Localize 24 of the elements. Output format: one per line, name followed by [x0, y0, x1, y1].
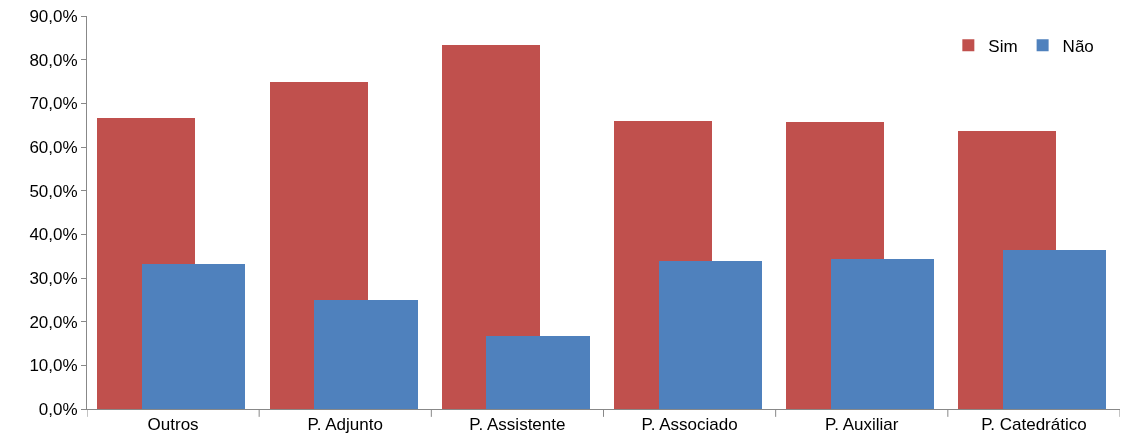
bar — [659, 261, 762, 409]
y-tick-label: 80,0% — [29, 50, 78, 70]
x-tick-label: P. Adjunto — [307, 415, 383, 435]
bar — [831, 259, 934, 409]
x-tick-label: Outros — [147, 415, 199, 435]
bar — [142, 264, 245, 409]
bar — [314, 300, 418, 409]
y-tick-label: 70,0% — [29, 94, 78, 114]
x-tick-label: P. Catedrático — [981, 415, 1087, 435]
y-tick-label: 40,0% — [29, 225, 78, 245]
bar — [1003, 250, 1106, 409]
y-tick-label: 10,0% — [29, 356, 78, 376]
x-tick-label: P. Auxiliar — [825, 415, 899, 435]
x-tick-label: P. Assistente — [469, 415, 566, 435]
legend-label: Sim — [988, 36, 1018, 56]
y-tick-label: 60,0% — [29, 137, 78, 157]
legend-label: Não — [1062, 36, 1094, 56]
y-tick-label: 30,0% — [29, 268, 78, 288]
y-tick-label: 50,0% — [29, 181, 78, 201]
y-tick-label: 90,0% — [29, 6, 78, 26]
bar — [486, 336, 590, 409]
y-tick-label: 0,0% — [38, 399, 78, 419]
x-tick-label: P. Associado — [641, 415, 738, 435]
y-tick-label: 20,0% — [29, 312, 78, 332]
